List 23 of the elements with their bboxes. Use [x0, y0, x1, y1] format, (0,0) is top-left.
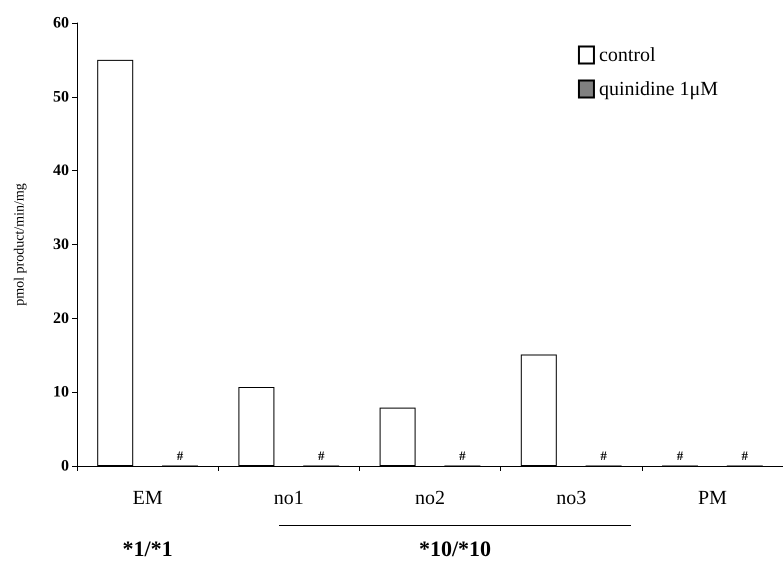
annotation: # [459, 448, 466, 463]
annotation: # [176, 448, 184, 463]
x-tick-label: no3 [556, 487, 586, 509]
annotation: # [676, 448, 684, 463]
y-tick-label: 0 [61, 458, 69, 474]
y-tick-label: 60 [53, 14, 69, 32]
annotation: # [318, 448, 325, 463]
legend-label: quinidine 1μM [598, 78, 718, 100]
text: *1/*1 [122, 536, 174, 562]
y-tick-label: 50 [53, 88, 69, 106]
y-axis-title: pmol product/min/mg [12, 183, 28, 306]
y-tick-label: 20 [53, 310, 69, 327]
x-tick-label: PM [698, 487, 728, 509]
y-tick-label: 40 [53, 162, 69, 180]
x-tick-label: no2 [415, 487, 445, 509]
y-tick-label: 10 [53, 384, 69, 401]
annotation: # [742, 448, 749, 463]
legend-label: control [598, 44, 656, 66]
text: *10/*10 [418, 536, 492, 562]
x-tick-label: EM [132, 487, 163, 509]
x-tick-label: no1 [274, 487, 304, 509]
annotation: # [600, 448, 608, 463]
y-tick-label: 30 [53, 236, 69, 253]
